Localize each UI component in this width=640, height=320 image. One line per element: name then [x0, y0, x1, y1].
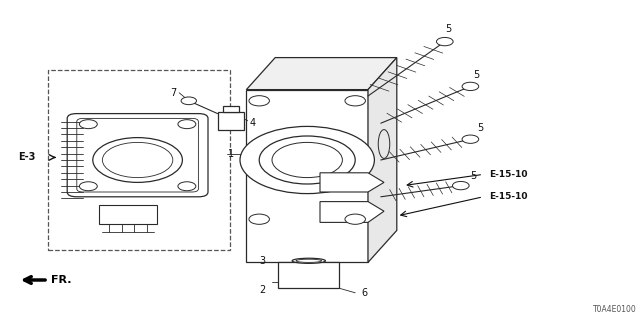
- Circle shape: [93, 138, 182, 182]
- Circle shape: [249, 214, 269, 224]
- Circle shape: [79, 120, 97, 129]
- Text: 2: 2: [259, 284, 266, 295]
- Polygon shape: [320, 202, 384, 222]
- Text: 4: 4: [250, 117, 256, 128]
- Text: 5: 5: [477, 123, 483, 133]
- Text: 5: 5: [470, 171, 477, 181]
- Ellipse shape: [378, 130, 390, 158]
- Text: 5: 5: [474, 70, 480, 80]
- Polygon shape: [320, 173, 384, 192]
- Bar: [218, 112, 244, 130]
- Polygon shape: [246, 58, 397, 90]
- Ellipse shape: [296, 259, 322, 262]
- Text: E-3: E-3: [18, 152, 35, 163]
- Text: 6: 6: [362, 288, 368, 298]
- Circle shape: [79, 182, 97, 191]
- Bar: [48, 70, 230, 250]
- FancyBboxPatch shape: [67, 114, 208, 197]
- Text: FR.: FR.: [51, 275, 72, 285]
- Text: 3: 3: [259, 256, 266, 266]
- Text: 5: 5: [445, 24, 451, 34]
- Bar: [223, 106, 239, 112]
- Circle shape: [452, 181, 469, 190]
- Polygon shape: [368, 58, 397, 262]
- Text: E-15-10: E-15-10: [490, 170, 528, 179]
- Circle shape: [462, 135, 479, 143]
- FancyBboxPatch shape: [77, 118, 198, 192]
- Circle shape: [181, 97, 196, 105]
- Circle shape: [345, 96, 365, 106]
- Text: E-15-10: E-15-10: [490, 192, 528, 201]
- Text: T0A4E0100: T0A4E0100: [593, 305, 637, 314]
- Circle shape: [240, 126, 374, 194]
- Circle shape: [102, 142, 173, 178]
- Circle shape: [249, 96, 269, 106]
- Circle shape: [178, 182, 196, 191]
- Circle shape: [259, 136, 355, 184]
- Circle shape: [462, 82, 479, 91]
- Ellipse shape: [292, 258, 326, 263]
- Circle shape: [178, 120, 196, 129]
- Circle shape: [345, 214, 365, 224]
- Bar: [99, 205, 157, 224]
- Text: 7: 7: [170, 88, 176, 98]
- Text: 1: 1: [227, 149, 234, 159]
- Circle shape: [272, 142, 342, 178]
- Bar: [278, 262, 339, 288]
- Polygon shape: [246, 90, 368, 262]
- Circle shape: [436, 37, 453, 46]
